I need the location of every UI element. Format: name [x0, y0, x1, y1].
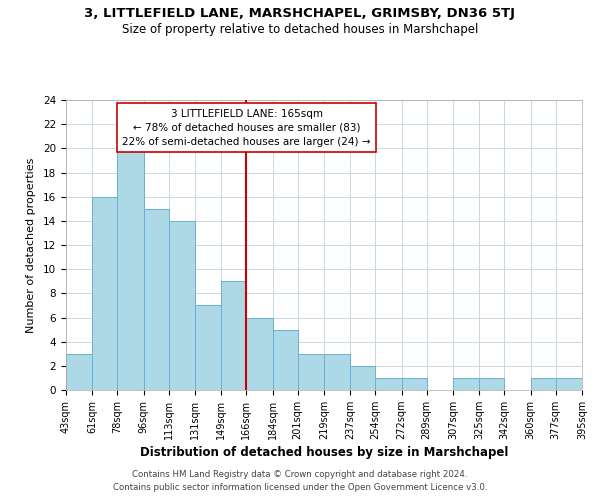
- Bar: [401, 378, 427, 390]
- Bar: [92, 196, 118, 390]
- Bar: [530, 378, 556, 390]
- Bar: [376, 378, 401, 390]
- Bar: [169, 221, 195, 390]
- Bar: [221, 281, 247, 390]
- Bar: [272, 330, 298, 390]
- Bar: [195, 306, 221, 390]
- Bar: [324, 354, 350, 390]
- Bar: [143, 209, 169, 390]
- Text: 3 LITTLEFIELD LANE: 165sqm
← 78% of detached houses are smaller (83)
22% of semi: 3 LITTLEFIELD LANE: 165sqm ← 78% of deta…: [122, 108, 371, 146]
- Y-axis label: Number of detached properties: Number of detached properties: [26, 158, 36, 332]
- Bar: [556, 378, 582, 390]
- Text: Contains public sector information licensed under the Open Government Licence v3: Contains public sector information licen…: [113, 484, 487, 492]
- Bar: [66, 354, 92, 390]
- Bar: [350, 366, 376, 390]
- Bar: [118, 148, 143, 390]
- Bar: [298, 354, 324, 390]
- Text: 3, LITTLEFIELD LANE, MARSHCHAPEL, GRIMSBY, DN36 5TJ: 3, LITTLEFIELD LANE, MARSHCHAPEL, GRIMSB…: [85, 8, 515, 20]
- Text: Contains HM Land Registry data © Crown copyright and database right 2024.: Contains HM Land Registry data © Crown c…: [132, 470, 468, 479]
- Bar: [479, 378, 505, 390]
- Text: Size of property relative to detached houses in Marshchapel: Size of property relative to detached ho…: [122, 22, 478, 36]
- X-axis label: Distribution of detached houses by size in Marshchapel: Distribution of detached houses by size …: [140, 446, 508, 459]
- Bar: [247, 318, 272, 390]
- Bar: [453, 378, 479, 390]
